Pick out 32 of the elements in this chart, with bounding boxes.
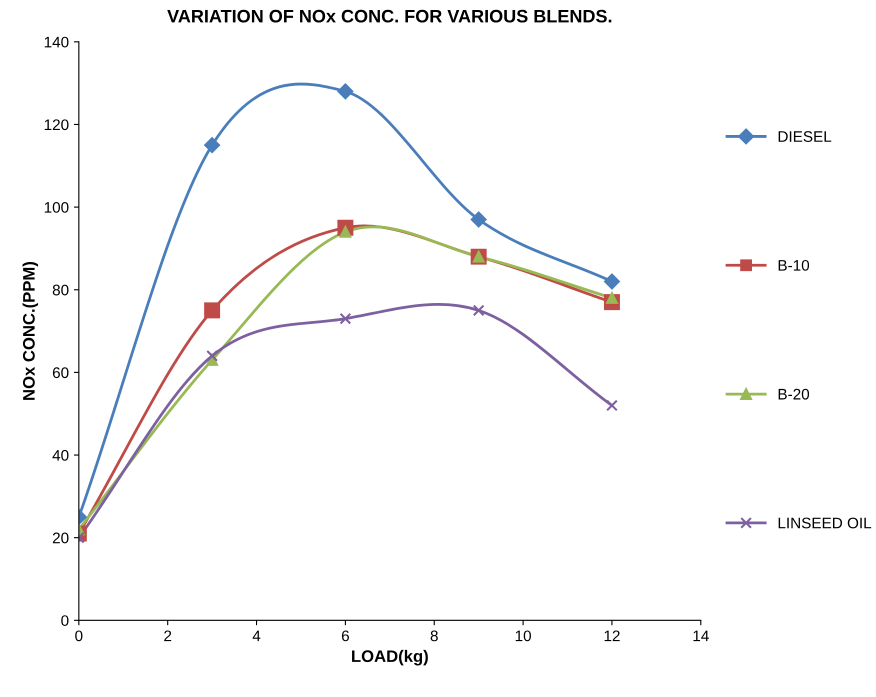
- y-tick-label: 120: [44, 119, 69, 130]
- legend-label: LINSEED OIL: [778, 518, 872, 528]
- x-axis-title: LOAD(kg): [352, 650, 428, 666]
- x-tick-label: 6: [342, 630, 349, 642]
- legend-label: B-10: [778, 260, 810, 271]
- x-tick-label: 8: [430, 630, 438, 642]
- x-tick-label: 14: [693, 630, 709, 642]
- point: [470, 212, 487, 228]
- y-tick-label: 0: [61, 615, 69, 626]
- x-tick-label: 0: [75, 630, 82, 642]
- legend-label: B-20: [778, 388, 810, 400]
- x-tick-label: 2: [164, 630, 172, 642]
- y-tick-label: 140: [44, 36, 69, 48]
- point: [339, 312, 352, 325]
- y-tick-label: 20: [52, 532, 69, 544]
- chart-title: VARIATION OF NOx CONC. FOR VARIOUS BLENDS.: [167, 10, 612, 23]
- y-tick-label: 40: [52, 450, 69, 461]
- x-tick-label: 12: [604, 630, 620, 642]
- y-axis-title: NOx CONC.(PPM): [22, 262, 38, 400]
- point: [606, 400, 618, 412]
- point: [206, 350, 218, 362]
- point: [204, 302, 220, 318]
- y-tick-label: 60: [52, 367, 69, 378]
- point: [472, 304, 485, 316]
- x-tick-label: 10: [516, 630, 531, 642]
- point: [204, 137, 220, 154]
- legend-label: DIESEL: [778, 131, 832, 142]
- y-tick-label: 80: [52, 284, 69, 296]
- x-tick-label: 4: [252, 630, 260, 642]
- point: [337, 83, 354, 100]
- point: [604, 274, 620, 290]
- y-tick-label: 100: [44, 202, 69, 213]
